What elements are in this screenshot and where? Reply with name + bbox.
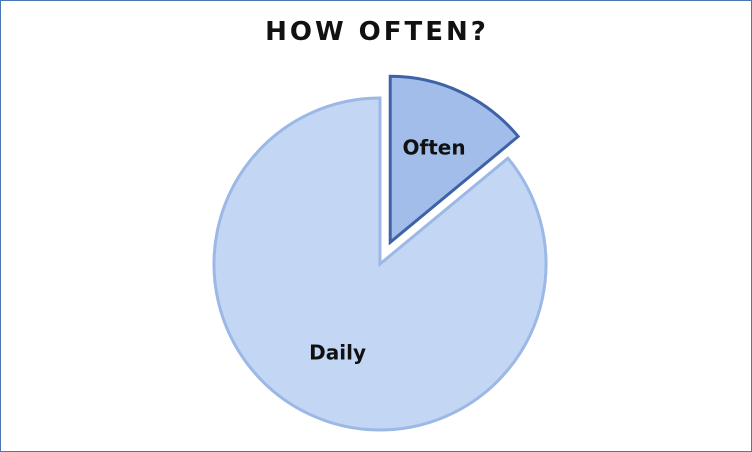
- slice-label-often: Often: [403, 136, 466, 160]
- pie-slice-often: [388, 74, 521, 246]
- chart-title: HOW OFTEN?: [265, 17, 489, 47]
- slice-label-daily: Daily: [309, 341, 366, 365]
- pie-slice-daily: [212, 96, 548, 432]
